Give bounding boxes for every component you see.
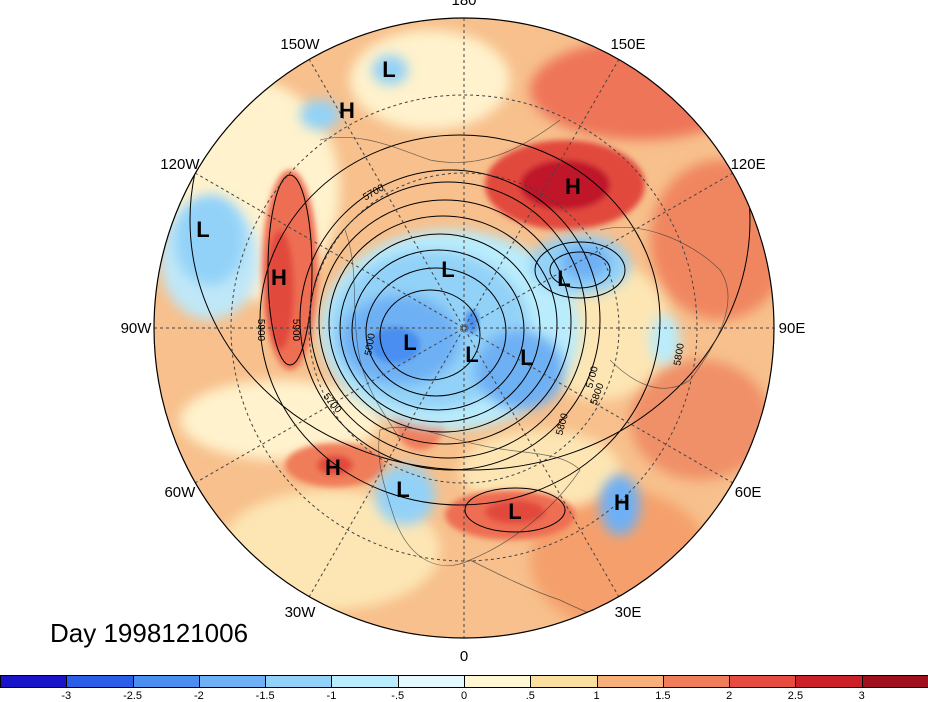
high-pressure-label: H (339, 98, 355, 123)
colorbar-tick-label: 2.5 (787, 690, 804, 702)
colorbar: -3 -2.5 -2 -1.5 -1 -.5 0 .5 1 1.5 2 2.5 3 (0, 675, 928, 702)
map-boundary (153, 17, 775, 639)
contour-label: 5800 (672, 342, 687, 366)
high-pressure-label: H (271, 265, 287, 290)
low-pressure-label: L (382, 57, 395, 82)
colorbar-swatch (132, 675, 200, 688)
colorbar-tick-label: 1 (593, 690, 600, 702)
geopotential-contours (189, 18, 751, 533)
colorbar-tick-label: -2 (193, 690, 204, 702)
colorbar-tick-label: -.5 (391, 690, 405, 702)
longitude-label: 30W (285, 604, 317, 621)
colorbar-tick-label: 2 (726, 690, 733, 702)
low-pressure-label: L (396, 477, 409, 502)
colorbar-swatch (0, 675, 68, 688)
colorbar-swatch (397, 675, 465, 688)
pressure-center-labels: L H H L H L L L L L L H L H L (0, 0, 630, 524)
high-pressure-label: H (614, 490, 630, 515)
colorbar-swatch (596, 675, 664, 688)
high-pressure-label: H (325, 455, 341, 480)
colorbar-swatch (198, 675, 267, 688)
contour-label: 5000 (363, 332, 378, 356)
contour-label: 5900 (255, 319, 266, 342)
colorbar-swatch (795, 675, 863, 688)
colorbar-tick-label: -1.5 (255, 690, 275, 702)
colorbar-swatch (861, 675, 928, 688)
colorbar-tick-label: 1.5 (655, 690, 671, 702)
longitude-label: 60W (164, 484, 196, 501)
low-pressure-label: L (465, 342, 478, 367)
colorbar-swatch (265, 675, 333, 688)
colorbar-tick-label: 0 (460, 690, 468, 702)
high-pressure-label: H (565, 174, 581, 199)
colorbar-tick-label: -3 (61, 690, 72, 702)
longitude-label: 120W (160, 156, 200, 173)
longitude-label: 0 (460, 648, 468, 665)
colorbar-swatch (662, 675, 731, 688)
longitude-label: 150W (280, 36, 320, 53)
low-pressure-label: L (0, 0, 7, 5)
longitude-label: 180 (451, 0, 476, 9)
longitude-labels: 90E 60E 30E 0 30W 60W 90W 120W 150W 180 150E 120E (121, 0, 806, 665)
low-pressure-label: L (441, 257, 454, 282)
longitude-label: 90W (121, 320, 153, 337)
polar-stereographic-map: 90E 60E 30E 0 30W 60W 90W 120W 150W 180 150E 120E L… (0, 0, 806, 665)
longitude-label: 60E (735, 484, 762, 501)
low-pressure-label: L (403, 330, 416, 355)
colorbar-tick-label: -1 (326, 690, 337, 702)
low-pressure-label: L (508, 499, 521, 524)
longitude-label: 120E (731, 156, 766, 173)
colorbar-swatch (331, 675, 399, 688)
colorbar-tick-label: 3 (858, 690, 865, 702)
graticule (154, 18, 774, 638)
colorbar-swatch (66, 675, 134, 688)
colorbar-swatch (464, 675, 532, 688)
low-pressure-label: L (557, 266, 570, 291)
longitude-label: 90E (779, 320, 806, 337)
colorbar-swatch (729, 675, 797, 688)
longitude-label: 30E (615, 604, 642, 621)
colorbar-tick-label: .5 (525, 690, 535, 702)
low-pressure-label: L (520, 345, 533, 370)
longitude-label: 150E (610, 36, 645, 53)
contour-label: 5900 (290, 319, 301, 342)
low-pressure-label: L (196, 217, 209, 242)
anomaly-field (154, 18, 774, 638)
colorbar-swatch (530, 675, 598, 688)
map-title: Day 1998121006 (50, 618, 249, 648)
colorbar-tick-label: -2.5 (123, 690, 143, 702)
